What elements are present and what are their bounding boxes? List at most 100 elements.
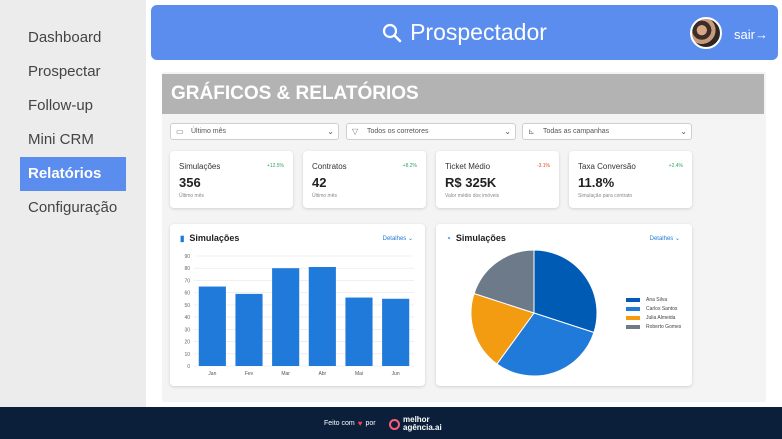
- legend-item: Ana Silva: [626, 297, 667, 303]
- legend-item: Julia Almeida: [626, 315, 675, 321]
- kpi-subtitle: Simulação para contrato: [578, 193, 633, 199]
- legend-swatch: [626, 325, 640, 329]
- kpi-subtitle: Último mês: [312, 193, 338, 199]
- avatar[interactable]: [690, 17, 722, 49]
- legend-label: Ana Silva: [646, 297, 668, 303]
- search-icon: [382, 23, 402, 42]
- kpi-card-contratos: Contratos +8.2% 42 Último mês: [303, 151, 426, 208]
- chevron-down-icon: ⌄: [504, 127, 511, 136]
- app-brand: Prospectador: [151, 5, 778, 60]
- x-tick-label: Mai: [355, 371, 363, 377]
- legend-item: Carlos Santos: [626, 306, 677, 312]
- pie-slice[interactable]: [473, 249, 535, 314]
- bar-chart-title: Simulações: [189, 233, 240, 243]
- sidebar-item-dashboard[interactable]: Dashboard: [28, 29, 102, 46]
- footer-credit: Feito com ♥ por: [324, 419, 376, 428]
- broker-select[interactable]: ▽ Todos os corretores ⌄: [346, 123, 516, 140]
- kpi-change: +12.5%: [266, 163, 284, 169]
- chart-icon: ⊾: [528, 127, 535, 136]
- bar[interactable]: [308, 267, 336, 366]
- y-tick-label: 30: [184, 327, 190, 333]
- y-tick-label: 50: [184, 303, 190, 309]
- pie-chart-title: Simulações: [455, 233, 506, 243]
- y-tick-label: 80: [184, 266, 190, 272]
- y-tick-label: 70: [184, 278, 190, 284]
- y-tick-label: 20: [184, 340, 190, 346]
- legend-swatch: [626, 316, 640, 320]
- kpi-change: -3.1%: [536, 163, 550, 169]
- details-link[interactable]: Detalhes ⌄: [649, 236, 680, 242]
- legend-label: Carlos Santos: [646, 306, 678, 312]
- heart-icon: ♥: [357, 419, 363, 428]
- period-select[interactable]: ▭ Último mês ⌄: [170, 123, 339, 140]
- x-tick-label: Fev: [245, 371, 254, 377]
- sidebar-item-follow-up[interactable]: Follow-up: [28, 97, 94, 114]
- card-title: ▮ Simulações: [180, 233, 239, 243]
- y-tick-label: 60: [184, 291, 190, 297]
- logo-line-1: melhor: [403, 415, 430, 424]
- kpi-value: R$ 325K: [445, 175, 497, 190]
- footer: Feito com ♥ por melhor agência.ai: [0, 407, 782, 439]
- chevron-down-icon: ⌄: [680, 127, 687, 136]
- logo-line-2: agência.ai: [403, 423, 442, 432]
- kpi-card-simulacoes: Simulações +12.5% 356 Último mês: [170, 151, 293, 208]
- x-tick-label: Jun: [392, 371, 400, 377]
- bar-chart: 0 10 20 30 40 50 60 70 80 90 Jan Fev Mar Abr Mai Jun: [184, 254, 414, 377]
- kpi-subtitle: Valor médio dos imóveis: [445, 193, 500, 199]
- kpi-change: +2.4%: [668, 163, 683, 169]
- bar[interactable]: [345, 297, 373, 366]
- calendar-icon: ▭: [176, 127, 184, 136]
- sidebar-item-configuracao[interactable]: Configuração: [28, 199, 118, 216]
- reports-content: GRÁFICOS & RELATÓRIOS ▭ Último mês ⌄ ▽ T…: [162, 72, 766, 402]
- sidebar-item-mini-crm[interactable]: Mini CRM: [28, 131, 94, 148]
- kpi-label: Contratos: [312, 162, 347, 171]
- kpi-label: Taxa Conversão: [578, 162, 636, 171]
- sidebar-item-prospectar[interactable]: Prospectar: [28, 63, 101, 80]
- logout-link[interactable]: sair→: [734, 27, 768, 42]
- bar[interactable]: [235, 293, 263, 366]
- y-tick-label: 90: [184, 254, 190, 260]
- legend-swatch: [626, 298, 640, 302]
- kpi-value: 356: [179, 175, 201, 190]
- pie-chart: [470, 249, 598, 377]
- app-header: Prospectador sair→: [151, 5, 778, 60]
- sidebar-item-relatorios[interactable]: Relatórios: [20, 157, 126, 191]
- kpi-value: 42: [312, 175, 327, 190]
- kpi-card-taxa-conversao: Taxa Conversão +2.4% 11.8% Simulação par…: [569, 151, 692, 208]
- legend-label: Julia Almeida: [646, 315, 676, 321]
- card-title: ◔ Simulações: [446, 233, 506, 243]
- app-title: Prospectador: [410, 19, 547, 45]
- kpi-label: Simulações: [179, 162, 221, 171]
- broker-select-value: Todos os corretores: [367, 128, 429, 135]
- y-tick-label: 10: [184, 352, 190, 358]
- campaign-select[interactable]: ⊾ Todas as campanhas ⌄: [522, 123, 692, 140]
- details-link[interactable]: Detalhes ⌄: [382, 236, 413, 242]
- kpi-label: Ticket Médio: [445, 162, 491, 171]
- y-tick-label: 0: [187, 364, 190, 370]
- company-logo[interactable]: melhor agência.ai: [389, 415, 459, 433]
- kpi-value: 11.8%: [578, 175, 615, 190]
- kpi-card-ticket-medio: Ticket Médio -3.1% R$ 325K Valor médio d…: [436, 151, 559, 208]
- x-tick-label: Mar: [281, 371, 290, 377]
- pie-slice[interactable]: [496, 312, 595, 377]
- kpi-subtitle: Último mês: [179, 193, 205, 199]
- pie-chart-icon: ◔: [446, 233, 451, 243]
- x-tick-label: Jan: [208, 371, 216, 377]
- y-tick-label: 40: [184, 315, 190, 321]
- bar-chart-card: ▮ Simulações Detalhes ⌄ 0 10 20 30 40 50 60 70 8…: [170, 224, 425, 386]
- pie-slice[interactable]: [533, 249, 598, 334]
- bar[interactable]: [382, 298, 410, 366]
- legend-label: Roberto Gomes: [646, 324, 682, 330]
- legend-item: Roberto Gomes: [626, 324, 681, 330]
- logo-text: melhor agência.ai: [403, 416, 442, 432]
- x-tick-label: Abr: [318, 371, 326, 377]
- kpi-change: +8.2%: [402, 163, 417, 169]
- legend-swatch: [626, 307, 640, 311]
- chevron-down-icon: ⌄: [327, 127, 334, 136]
- bar[interactable]: [198, 286, 226, 366]
- pie-slice[interactable]: [470, 292, 535, 365]
- footer-made-with: Feito com: [324, 420, 355, 427]
- bar[interactable]: [272, 268, 300, 366]
- logo-mark-icon: [389, 419, 400, 430]
- pie-chart-card: ◔ Simulações Detalhes ⌄ Ana Silva Carlos …: [436, 224, 692, 386]
